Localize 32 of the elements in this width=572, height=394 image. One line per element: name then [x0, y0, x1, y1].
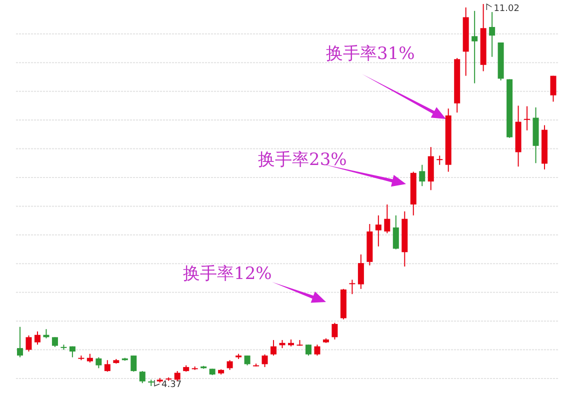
candlestick	[26, 334, 32, 352]
candlestick	[392, 214, 399, 250]
candlestick	[174, 370, 180, 382]
candlestick	[550, 75, 556, 102]
candlestick	[349, 279, 356, 295]
candlestick	[226, 360, 233, 370]
candlestick	[419, 164, 426, 187]
candlestick	[17, 326, 23, 358]
candlestick	[489, 12, 496, 58]
candlestick	[270, 340, 277, 356]
candlestick	[375, 214, 382, 247]
candlestick	[104, 360, 110, 372]
candlestick	[52, 336, 58, 348]
candlestick	[262, 354, 268, 368]
candlestick	[130, 355, 137, 372]
annotation: 11.02	[494, 4, 520, 14]
annotation: 换手率12%	[183, 264, 272, 284]
candlestick	[332, 322, 338, 340]
candlestick	[96, 356, 102, 369]
candlestick	[314, 344, 320, 356]
annotation: 换手率23%	[258, 150, 347, 170]
candlestick	[34, 330, 40, 346]
candlestick	[436, 155, 443, 166]
candlestick	[384, 204, 390, 234]
candlestick	[139, 370, 146, 384]
candlestick	[305, 344, 312, 356]
candlestick	[358, 254, 364, 290]
annotation: 4.37	[162, 380, 182, 390]
candlestick	[524, 106, 530, 131]
candlestick	[244, 355, 250, 366]
annotation: 换手率31%	[326, 44, 415, 64]
candlestick	[472, 10, 478, 84]
